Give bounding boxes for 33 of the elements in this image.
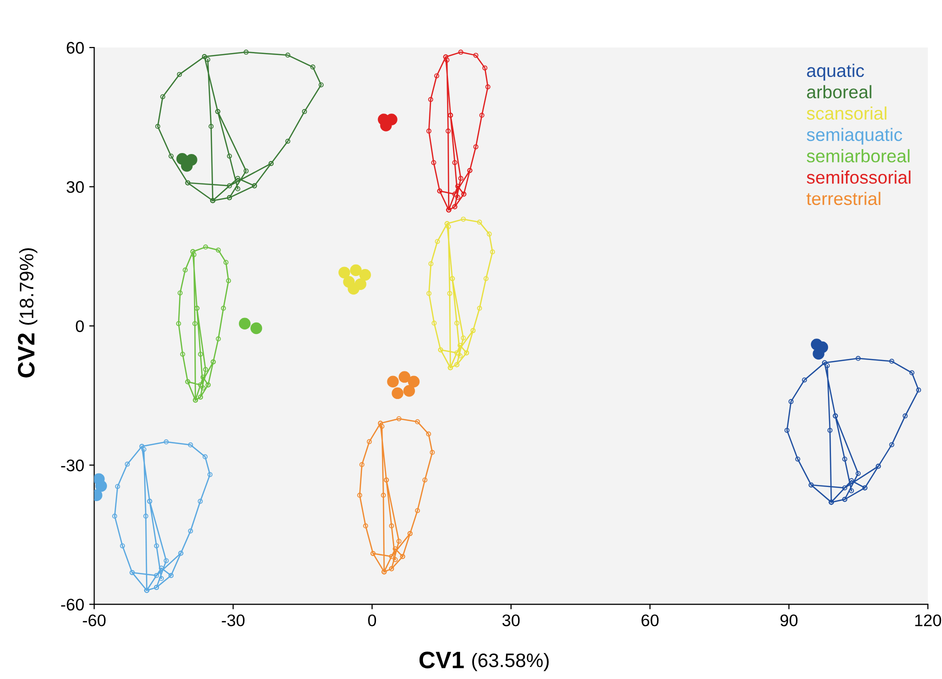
point	[250, 322, 262, 334]
x-tick-label: 90	[780, 614, 798, 626]
text: scansorial	[806, 106, 886, 120]
text: semiaquatic	[806, 128, 902, 145]
text: semiarboreal	[806, 149, 910, 162]
y-tick-label: -30	[61, 460, 84, 472]
y-axis-title: CV2 (18.79%)	[18, 248, 38, 378]
point	[348, 282, 360, 295]
x-tick-label: 120	[915, 614, 942, 626]
text: semifossorial	[806, 170, 910, 184]
text: aquatic	[807, 64, 864, 81]
y-tick-label: 30	[66, 181, 84, 193]
point	[398, 371, 410, 383]
point	[403, 385, 415, 397]
point	[350, 264, 362, 276]
x-axis-title: CV1 (63.58%)	[419, 652, 549, 672]
point	[359, 269, 371, 281]
point	[338, 266, 350, 278]
y-tick-label: -60	[61, 598, 84, 611]
x-tick-label: -60	[82, 614, 106, 626]
x-tick-label: -30	[222, 614, 245, 626]
point	[238, 318, 251, 330]
point	[392, 387, 404, 400]
x-tick-label: 60	[642, 614, 659, 626]
text: arboreal	[807, 85, 872, 98]
point	[387, 376, 399, 388]
text: terrestrial	[806, 192, 880, 206]
x-tick-label: 30	[502, 614, 520, 626]
point	[408, 376, 420, 388]
point	[95, 480, 107, 492]
x-tick-label: 0	[368, 614, 376, 626]
y-tick-label: 0	[76, 320, 84, 332]
y-tick-label: 60	[66, 42, 84, 54]
